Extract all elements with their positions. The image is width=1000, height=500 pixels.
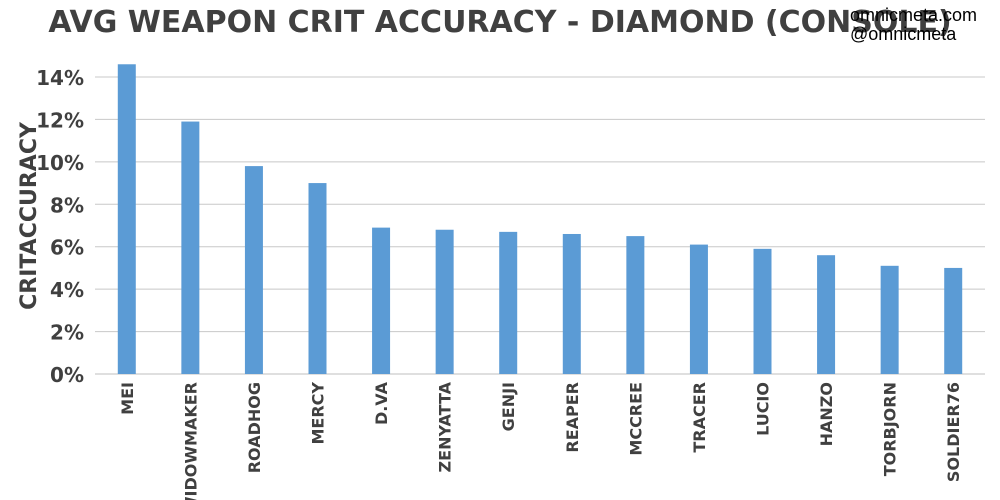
x-category-label: HANZO xyxy=(817,382,836,446)
bar xyxy=(689,244,708,374)
bar xyxy=(499,231,518,374)
x-category-label: WIDOWMAKER xyxy=(181,382,200,500)
x-category-label: ZENYATTA xyxy=(436,381,455,472)
bar xyxy=(753,248,772,374)
y-tick-label: 2% xyxy=(50,321,84,345)
x-category-label: ROADHOG xyxy=(245,382,264,473)
bar xyxy=(372,227,391,374)
y-tick-label: 6% xyxy=(50,236,84,260)
x-category-label: MCCREE xyxy=(626,382,645,456)
bar xyxy=(880,265,899,374)
bar xyxy=(626,236,645,374)
y-tick-label: 10% xyxy=(36,151,84,175)
bar xyxy=(944,267,963,374)
bar xyxy=(562,233,581,374)
chart-title: AVG WEAPON CRIT ACCURACY - DIAMOND (CONS… xyxy=(48,5,951,40)
bar xyxy=(308,183,327,374)
bar xyxy=(181,121,200,374)
grid-layer xyxy=(95,76,985,375)
x-category-label: MERCY xyxy=(309,382,328,445)
bar xyxy=(244,166,263,374)
x-category-layer: MEI WIDOWMAKER ROADHOG MERCY D.VA ZENYATTA GEN… xyxy=(118,381,963,500)
y-tick-label: 14% xyxy=(36,66,84,90)
x-category-label: MEI xyxy=(118,382,137,415)
x-category-label: SOLDIER76 xyxy=(944,382,963,482)
x-category-label: REAPER xyxy=(563,382,582,453)
bar xyxy=(117,64,136,375)
x-category-label: TRACER xyxy=(690,382,709,453)
y-tick-label: 8% xyxy=(50,193,84,217)
bar-layer xyxy=(117,64,963,375)
x-category-label: LUCIO xyxy=(754,382,773,436)
y-tick-label: 4% xyxy=(50,278,84,302)
bar xyxy=(435,229,454,374)
y-tick-label: 0% xyxy=(50,363,84,387)
x-category-label: TORBJORN xyxy=(881,382,900,476)
x-category-label: GENJI xyxy=(499,382,518,431)
credit-site: omnicmeta.com xyxy=(850,5,977,25)
y-tick-label: 12% xyxy=(36,108,84,132)
bar xyxy=(817,255,836,374)
x-category-label: D.VA xyxy=(372,381,391,425)
y-axis-label: CRITACCURACY xyxy=(17,121,42,310)
y-tick-layer: 0% 2% 4% 6% 8% 10% 12% 14% xyxy=(36,66,84,387)
credit-handle: @omnicmeta xyxy=(850,24,957,44)
